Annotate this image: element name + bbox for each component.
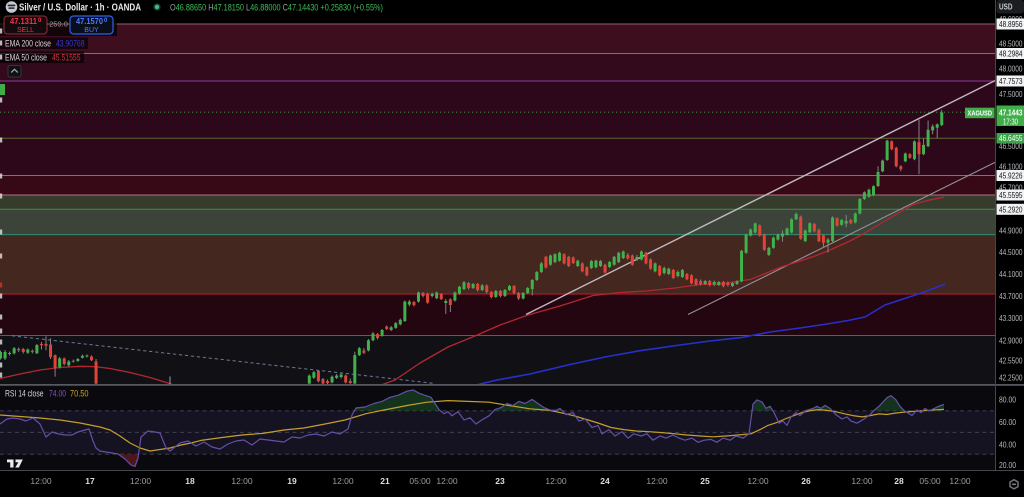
svg-text:28: 28 [894, 476, 904, 486]
svg-text:17:30: 17:30 [1003, 118, 1019, 127]
svg-text:12:00: 12:00 [646, 476, 668, 486]
svg-text:43.7000: 43.7000 [999, 292, 1023, 301]
svg-text:24: 24 [600, 476, 610, 486]
svg-text:12:00: 12:00 [851, 476, 873, 486]
svg-text:O46.88650 H47.18150 L46.88000: O46.88650 H47.18150 L46.88000 C47.14430 … [170, 3, 383, 13]
svg-text:Silver / U.S. Dollar · 1h · OA: Silver / U.S. Dollar · 1h · OANDA [19, 3, 142, 14]
svg-text:19: 19 [287, 476, 297, 486]
svg-text:46.6455: 46.6455 [999, 134, 1023, 143]
svg-text:SELL: SELL [17, 27, 34, 34]
svg-text:47.1443: 47.1443 [999, 109, 1023, 118]
svg-text:RSI 14 close: RSI 14 close [5, 389, 44, 399]
svg-text:48.8956: 48.8956 [999, 20, 1023, 29]
svg-text:40.00: 40.00 [999, 440, 1016, 449]
svg-text:47.1311: 47.1311 [10, 16, 37, 26]
svg-text:17: 17 [85, 476, 95, 486]
svg-text:12:00: 12:00 [231, 476, 253, 486]
svg-text:12:00: 12:00 [747, 476, 769, 486]
svg-text:80.00: 80.00 [999, 395, 1016, 404]
svg-text:44.1000: 44.1000 [999, 270, 1023, 279]
svg-text:60.00: 60.00 [999, 418, 1016, 427]
svg-text:12:00: 12:00 [130, 476, 152, 486]
svg-text:EMA 50 close: EMA 50 close [5, 52, 47, 62]
svg-text:45.5595: 45.5595 [999, 191, 1023, 200]
svg-text:42.2500: 42.2500 [999, 374, 1023, 383]
svg-text:43.90768: 43.90768 [56, 38, 85, 48]
svg-text:05:00: 05:00 [919, 476, 941, 486]
svg-text:12:00: 12:00 [949, 476, 971, 486]
svg-text:12:00: 12:00 [332, 476, 354, 486]
svg-text:48.5000: 48.5000 [999, 40, 1023, 49]
svg-text:42.5500: 42.5500 [999, 357, 1023, 366]
svg-text:20.00: 20.00 [999, 461, 1016, 470]
svg-text:05:00: 05:00 [409, 476, 431, 486]
svg-text:26: 26 [801, 476, 811, 486]
svg-text:44.5000: 44.5000 [999, 248, 1023, 257]
svg-text:BUY: BUY [84, 27, 99, 34]
svg-text:25: 25 [700, 476, 710, 486]
svg-text:48.2984: 48.2984 [999, 50, 1023, 59]
svg-text:12:00: 12:00 [545, 476, 567, 486]
svg-text:48.0000: 48.0000 [999, 65, 1023, 74]
svg-text:USD: USD [999, 3, 1013, 12]
svg-text:45.51555: 45.51555 [52, 52, 81, 62]
svg-text:23: 23 [495, 476, 505, 486]
svg-text:EMA 200 close: EMA 200 close [5, 38, 51, 48]
svg-text:43.3000: 43.3000 [999, 314, 1023, 323]
svg-text:47.1570: 47.1570 [76, 16, 103, 26]
svg-text:45.9226: 45.9226 [999, 172, 1023, 181]
svg-text:21: 21 [380, 476, 390, 486]
svg-text:XAGUSD: XAGUSD [968, 109, 993, 118]
svg-text:74.00: 74.00 [49, 389, 66, 399]
svg-text:47.7573: 47.7573 [999, 77, 1023, 86]
svg-text:45.2920: 45.2920 [999, 205, 1023, 214]
svg-text:18: 18 [185, 476, 195, 486]
svg-text:12:00: 12:00 [436, 476, 458, 486]
svg-text:42.9000: 42.9000 [999, 337, 1023, 346]
svg-text:70.50: 70.50 [70, 389, 89, 399]
svg-text:12:00: 12:00 [30, 476, 52, 486]
svg-text:47.5000: 47.5000 [999, 90, 1023, 99]
svg-text:44.9000: 44.9000 [999, 226, 1023, 235]
